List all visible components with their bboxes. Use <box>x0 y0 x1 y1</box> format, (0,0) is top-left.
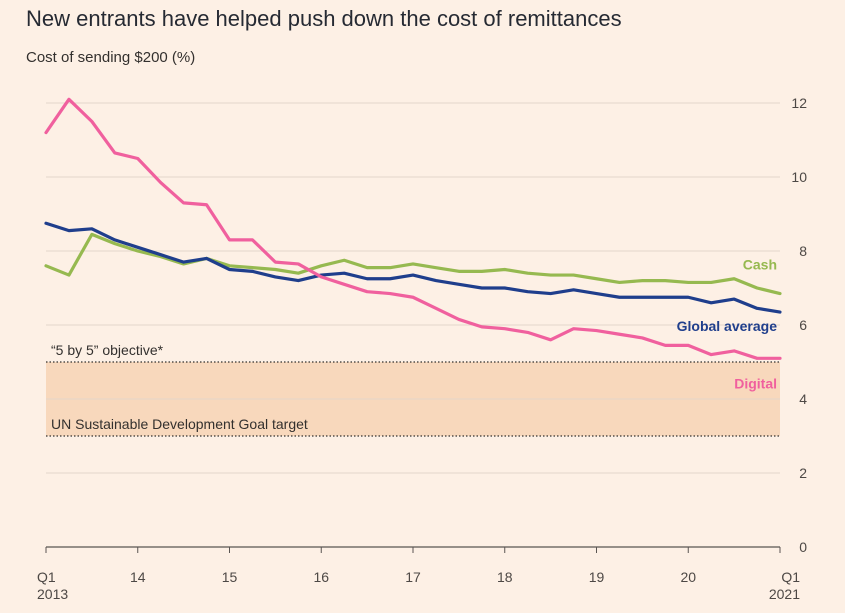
chart-title: New entrants have helped push down the c… <box>26 6 622 31</box>
x-tick-label: Q1 <box>781 569 800 585</box>
series-label-global-average: Global average <box>677 318 778 334</box>
y-tick-label: 0 <box>799 539 807 555</box>
series-line-global-average <box>44 221 782 314</box>
x-tick-label: 16 <box>313 569 329 585</box>
series-line-digital <box>44 97 782 360</box>
y-tick-label: 6 <box>799 317 807 333</box>
y-tick-label: 12 <box>791 95 807 111</box>
y-tick-label: 10 <box>791 169 807 185</box>
y-tick-label: 4 <box>799 391 807 407</box>
reference-annotation: UN Sustainable Development Goal target <box>51 416 308 432</box>
x-tick-label: Q1 <box>37 569 56 585</box>
series-line-cash <box>44 232 782 296</box>
x-tick-label: 19 <box>589 569 605 585</box>
gridlines <box>45 102 781 553</box>
series-label-digital: Digital <box>734 375 777 391</box>
y-tick-label: 8 <box>799 243 807 259</box>
x-tick-label: 14 <box>130 569 146 585</box>
chart-subtitle: Cost of sending $200 (%) <box>26 49 196 66</box>
x-tick-label: 2021 <box>769 586 800 602</box>
x-tick-label: 20 <box>680 569 696 585</box>
series-lines <box>44 97 782 360</box>
x-tick-label: 15 <box>222 569 238 585</box>
y-tick-label: 2 <box>799 465 807 481</box>
x-tick-label: 2013 <box>37 586 68 602</box>
labels: 0 2 4 6 8 10 12 “5 by 5” objective* UN Sustainab… <box>37 95 807 602</box>
series-label-cash: Cash <box>743 257 777 273</box>
reference-annotation: “5 by 5” objective* <box>51 342 164 358</box>
x-tick-label: 18 <box>497 569 513 585</box>
x-tick-label: 17 <box>405 569 421 585</box>
